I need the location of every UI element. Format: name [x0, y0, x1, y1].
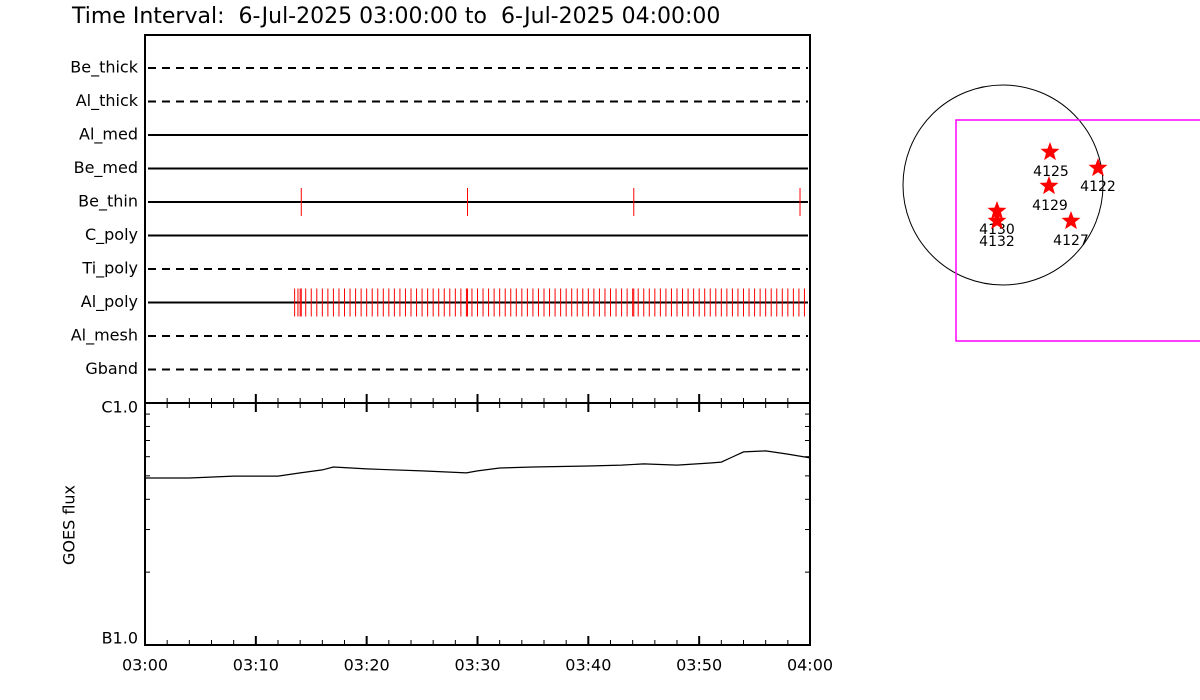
filter-label: Al_thick — [76, 91, 139, 111]
x-tick-label: 03:50 — [676, 656, 722, 675]
solar-disk — [902, 84, 1104, 286]
filter-label: Al_poly — [81, 292, 138, 312]
filter-label: Be_thin — [78, 192, 138, 212]
y-tick-label: B1.0 — [102, 629, 138, 648]
x-tick-label: 03:00 — [122, 656, 168, 675]
y-axis-label: GOES flux — [60, 485, 79, 565]
region-star — [1040, 142, 1060, 161]
region-star — [1061, 211, 1081, 230]
region-label: 4125 — [1033, 164, 1069, 180]
x-tick-label: 03:30 — [454, 656, 500, 675]
region-label: 4129 — [1032, 198, 1068, 214]
goes-line — [145, 450, 811, 479]
x-tick-label: 04:00 — [787, 656, 833, 675]
filter-label: Al_med — [79, 125, 138, 145]
x-tick-label: 03:20 — [344, 656, 390, 675]
region-label: 4127 — [1053, 233, 1089, 249]
region-label: 4122 — [1080, 179, 1116, 195]
filter-label: Be_thick — [70, 58, 138, 78]
filter-label: Al_mesh — [71, 326, 138, 346]
filter-label: Gband — [85, 359, 138, 378]
y-tick-label: C1.0 — [101, 398, 138, 417]
fov-box — [955, 119, 1200, 342]
region-star — [987, 201, 1007, 220]
region-label: 4130 — [979, 222, 1015, 238]
filter-label: C_poly — [85, 225, 138, 245]
region-star — [987, 211, 1007, 230]
region-star — [1088, 158, 1108, 177]
region-label: 4132 — [979, 234, 1015, 250]
region-star — [1039, 176, 1059, 195]
x-tick-label: 03:40 — [565, 656, 611, 675]
filter-label: Be_med — [74, 158, 138, 178]
x-tick-label: 03:10 — [233, 656, 279, 675]
title: Time Interval: 6-Jul-2025 03:00:00 to 6-… — [71, 4, 720, 29]
filter-label: Ti_poly — [81, 259, 138, 279]
